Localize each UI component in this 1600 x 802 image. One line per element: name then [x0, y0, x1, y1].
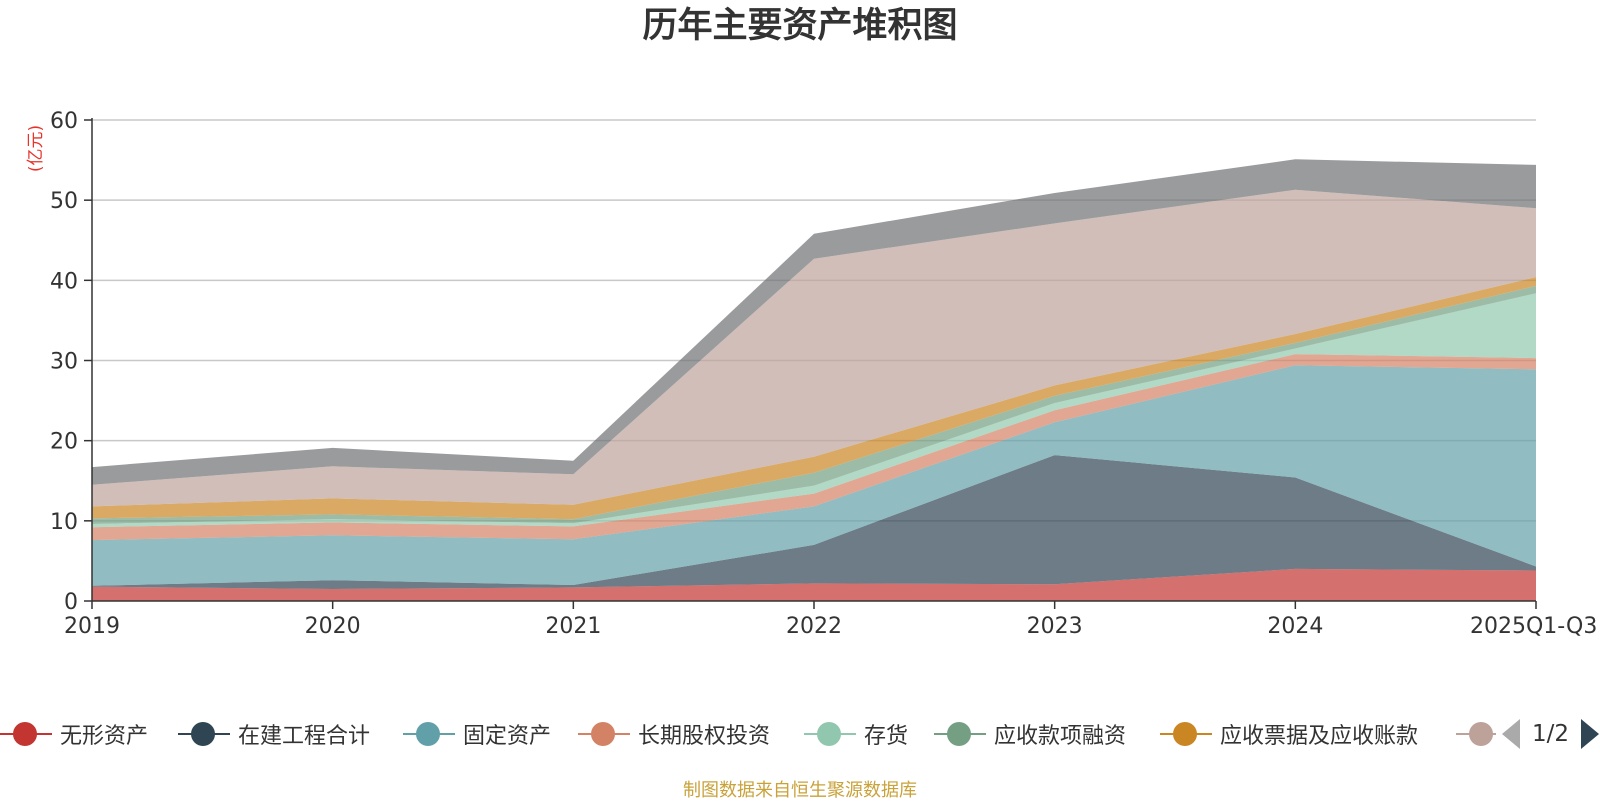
legend-swatch-icon	[1160, 714, 1212, 754]
x-tick-label-1: 2020	[305, 614, 361, 639]
x-tick-label-5: 2024	[1267, 614, 1323, 639]
chart-title: 历年主要资产堆积图	[642, 6, 958, 46]
area-series-2	[92, 365, 1536, 586]
legend-label: 无形资产	[60, 724, 149, 749]
legend-item-1[interactable]: 在建工程合计	[178, 714, 370, 754]
y-tick-label-6: 60	[50, 109, 78, 134]
area-series-8	[92, 159, 1536, 485]
x-tick-label-2: 2021	[545, 614, 601, 639]
legend-label: 应收款项融资	[994, 724, 1127, 749]
legend-item-6[interactable]: 应收票据及应收账款	[1160, 714, 1418, 754]
legend-item-5[interactable]: 应收款项融资	[934, 714, 1126, 754]
area-series-7	[92, 189, 1536, 507]
x-tick-label-3: 2022	[786, 614, 842, 639]
legend-next-page-icon[interactable]	[1581, 719, 1600, 749]
legend-swatch-icon	[0, 714, 52, 754]
y-tick-label-4: 40	[50, 269, 78, 294]
y-tick-label-1: 10	[50, 510, 78, 535]
data-source-note: 制图数据来自恒生聚源数据库	[683, 780, 917, 801]
legend-item-4[interactable]: 存货	[804, 714, 908, 754]
legend-item-2[interactable]: 固定资产	[403, 714, 551, 754]
legend-pager: 1/2	[1496, 716, 1600, 752]
legend-swatch-icon	[934, 714, 986, 754]
legend-label: 存货	[864, 724, 909, 749]
legend-label: 固定资产	[463, 724, 552, 749]
legend-swatch-icon	[178, 714, 230, 754]
area-series-3	[92, 354, 1536, 541]
area-series-0	[92, 568, 1536, 601]
legend-label: 应收票据及应收账款	[1220, 724, 1419, 749]
y-tick-label-3: 30	[50, 350, 78, 375]
legend-swatch-icon	[403, 714, 455, 754]
legend-label: 长期股权投资	[638, 724, 771, 749]
y-tick-label-2: 20	[50, 430, 78, 455]
legend-prev-page-icon[interactable]	[1502, 719, 1520, 749]
legend-swatch-icon	[804, 714, 856, 754]
legend-item-3[interactable]: 长期股权投资	[578, 714, 770, 754]
x-tick-label-4: 2023	[1027, 614, 1083, 639]
y-tick-label-0: 0	[64, 590, 78, 615]
legend: 无形资产在建工程合计固定资产长期股权投资存货应收款项融资应收票据及应收账款货币资…	[0, 714, 1600, 754]
legend-swatch-icon	[1456, 714, 1508, 754]
x-tick-label-0: 2019	[64, 614, 120, 639]
stacked-area-chart: 0 10 20 30 40 50 60 2019 2020 2021 2022 2023 2024 202…	[50, 109, 1597, 639]
area-series-5	[92, 285, 1536, 524]
legend-page-indicator: 1/2	[1532, 721, 1570, 747]
legend-label: 在建工程合计	[238, 724, 371, 749]
area-series-6	[92, 277, 1536, 520]
legend-swatch-icon	[578, 714, 630, 754]
area-series-1	[92, 455, 1536, 589]
x-tick-label-6: 2025Q1-Q3	[1470, 614, 1597, 639]
y-tick-label-5: 50	[50, 189, 78, 214]
legend-item-0[interactable]: 无形资产	[0, 714, 148, 754]
